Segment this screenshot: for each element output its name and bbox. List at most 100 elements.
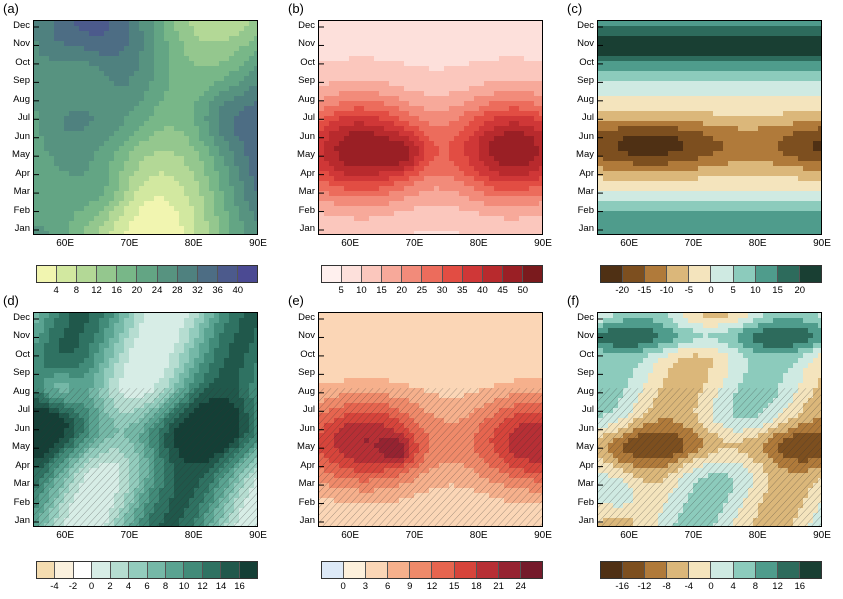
field-cell xyxy=(169,196,175,202)
field-cell xyxy=(603,31,609,37)
field-cell xyxy=(254,206,257,212)
field-cell xyxy=(34,46,40,52)
field-cell xyxy=(479,136,485,142)
field-cell xyxy=(144,51,150,57)
field-cell xyxy=(404,126,410,132)
field-cell xyxy=(244,181,250,187)
field-cell xyxy=(209,226,215,232)
field-cell xyxy=(504,46,510,52)
field-cell xyxy=(359,136,365,142)
field-cell xyxy=(439,56,445,62)
field-cell xyxy=(234,51,240,57)
field-cell xyxy=(748,66,754,72)
field-cell xyxy=(703,46,709,52)
field-cell xyxy=(808,101,814,107)
field-cell xyxy=(234,66,240,72)
field-cell xyxy=(514,51,520,57)
field-cell xyxy=(144,161,150,167)
field-cell xyxy=(738,71,744,77)
field-cell xyxy=(429,66,435,72)
field-cell xyxy=(329,76,335,82)
field-cell xyxy=(369,116,375,122)
field-cell xyxy=(753,61,759,67)
field-cell xyxy=(733,111,739,117)
field-cell xyxy=(69,41,75,47)
field-cell xyxy=(648,56,654,62)
field-cell xyxy=(803,71,809,77)
field-cell xyxy=(454,116,460,122)
field-cell xyxy=(773,71,779,77)
field-cell xyxy=(134,41,140,47)
field-cell xyxy=(99,176,105,182)
field-cell xyxy=(494,36,500,42)
field-cell xyxy=(249,191,255,197)
field-cell xyxy=(359,21,365,27)
field-cell xyxy=(44,81,50,87)
field-cell xyxy=(249,156,255,162)
field-cell xyxy=(109,81,115,87)
field-cell xyxy=(713,86,719,92)
field-cell xyxy=(389,106,395,112)
field-cell xyxy=(329,61,335,67)
field-cell xyxy=(414,106,420,112)
field-cell xyxy=(74,131,80,137)
field-cell xyxy=(419,196,425,202)
field-cell xyxy=(144,206,150,212)
field-cell xyxy=(69,141,75,147)
field-cell xyxy=(199,221,205,227)
field-cell xyxy=(818,81,821,87)
field-cell xyxy=(99,31,105,37)
field-cell xyxy=(653,36,659,42)
field-cell xyxy=(134,136,140,142)
field-cell xyxy=(79,111,85,117)
field-cell xyxy=(129,131,135,137)
field-cell xyxy=(149,166,155,172)
field-cell xyxy=(149,51,155,57)
field-cell xyxy=(154,216,160,222)
field-cell xyxy=(643,126,649,132)
field-cell xyxy=(254,201,257,207)
field-cell xyxy=(364,146,370,152)
y-tick-label: Sep xyxy=(298,75,315,87)
field-cell xyxy=(144,186,150,192)
field-cell xyxy=(454,56,460,62)
field-cell xyxy=(104,131,110,137)
field-cell xyxy=(339,176,345,182)
field-cell xyxy=(214,56,220,62)
field-cell xyxy=(69,21,75,27)
field-cell xyxy=(484,116,490,122)
field-cell xyxy=(504,141,510,147)
field-cell xyxy=(189,51,195,57)
field-cell xyxy=(429,106,435,112)
field-cell xyxy=(494,206,500,212)
field-cell xyxy=(234,61,240,67)
field-cell xyxy=(244,221,250,227)
field-cell xyxy=(698,61,704,67)
field-cell xyxy=(713,31,719,37)
field-cell xyxy=(399,111,405,117)
field-cell xyxy=(164,61,170,67)
field-cell xyxy=(194,26,200,32)
field-cell xyxy=(329,136,335,142)
field-cell xyxy=(209,121,215,127)
y-tick-label: Feb xyxy=(298,204,315,216)
field-cell xyxy=(813,81,819,87)
field-cell xyxy=(648,31,654,37)
field-cell xyxy=(384,81,390,87)
field-cell xyxy=(504,21,510,27)
field-cell xyxy=(534,106,540,112)
field-cell xyxy=(743,81,749,87)
field-cell xyxy=(99,56,105,62)
field-cell xyxy=(658,41,664,47)
field-cell xyxy=(114,61,120,67)
field-cell xyxy=(179,56,185,62)
field-cell xyxy=(84,201,90,207)
field-cell xyxy=(668,61,674,67)
field-cell xyxy=(109,116,115,122)
field-cell xyxy=(419,81,425,87)
field-cell xyxy=(469,116,475,122)
field-cell xyxy=(244,21,250,27)
field-cell xyxy=(499,66,505,72)
field-cell xyxy=(534,231,540,234)
field-cell xyxy=(519,221,525,227)
